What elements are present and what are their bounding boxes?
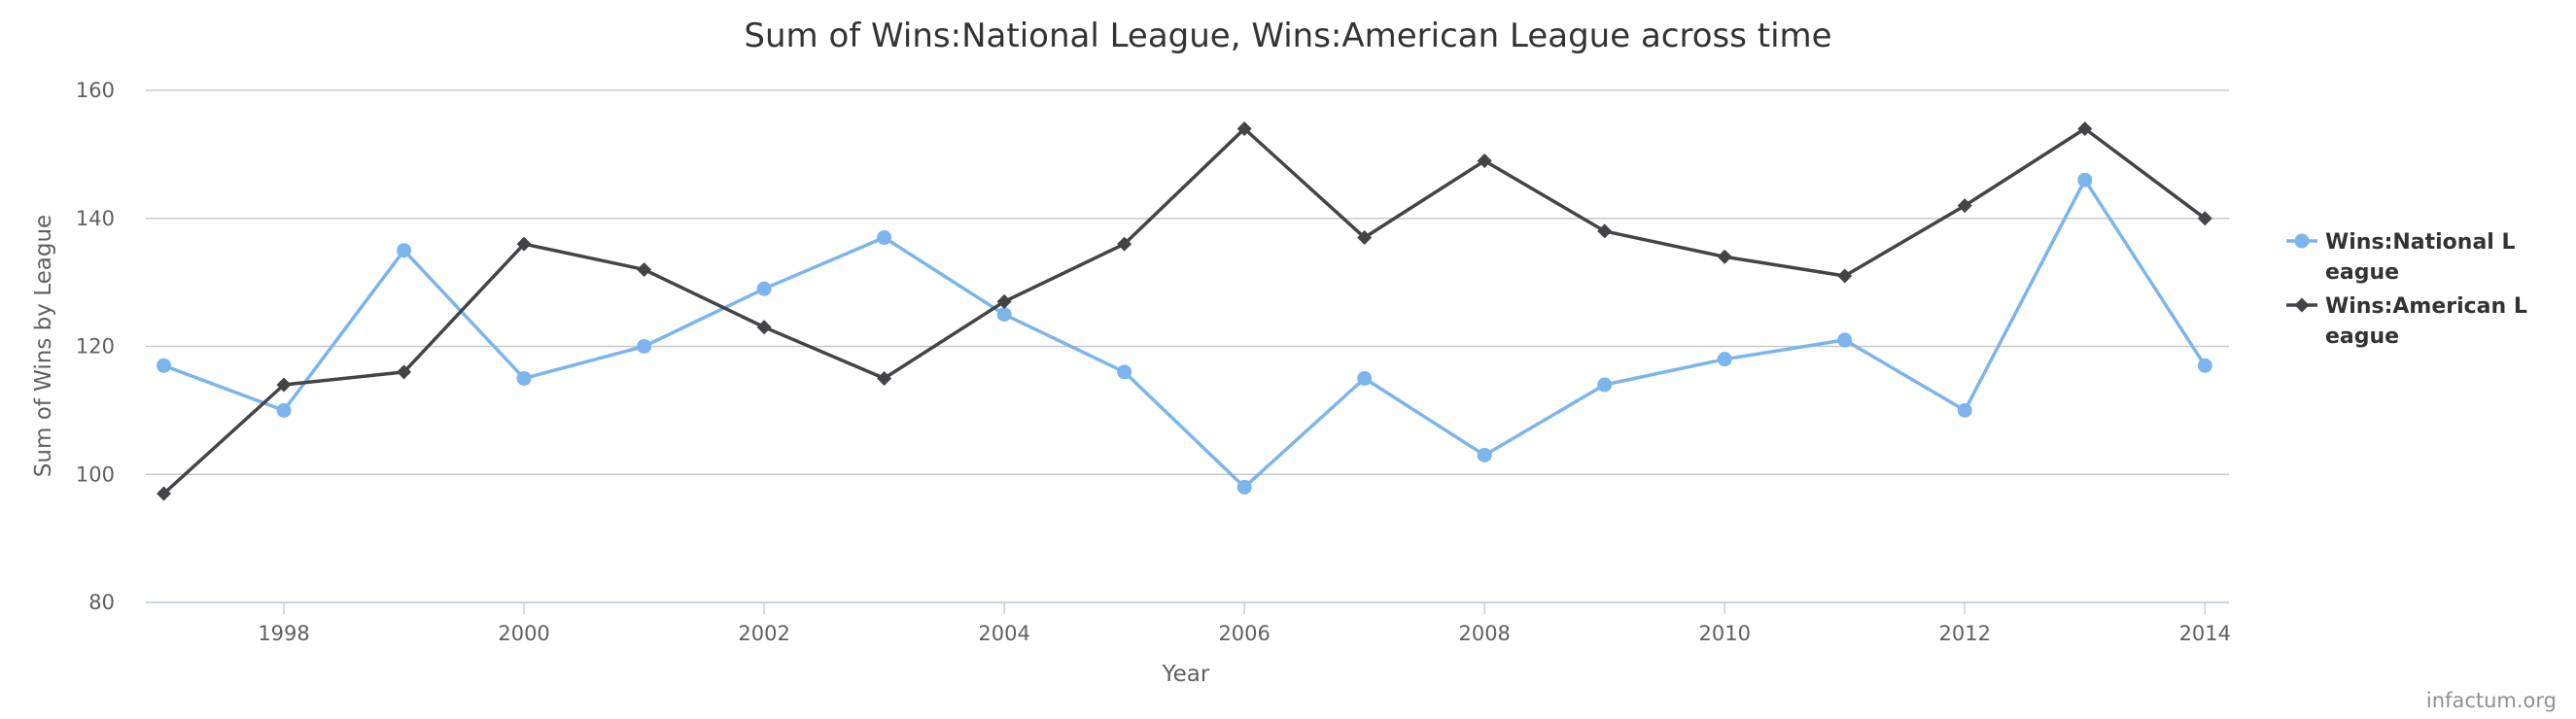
data-point[interactable] <box>756 320 772 335</box>
y-tick-label: 160 <box>76 79 115 102</box>
data-point[interactable] <box>1357 370 1373 386</box>
data-point[interactable] <box>877 230 892 246</box>
data-point[interactable] <box>2197 211 2212 226</box>
series-line-american-league <box>162 126 2207 496</box>
x-tick-label: 2008 <box>1458 622 1510 645</box>
y-tick-label: 80 <box>88 591 115 614</box>
series-national-league <box>157 172 2212 495</box>
data-point[interactable] <box>877 370 892 386</box>
grid-lines <box>146 89 2229 603</box>
credit-text[interactable]: infactum.org <box>2426 689 2557 712</box>
data-point[interactable] <box>1477 153 1492 168</box>
data-point[interactable] <box>637 339 652 354</box>
data-point[interactable] <box>397 243 412 258</box>
legend-label: Wins:National L <box>2325 230 2516 255</box>
x-tick-label: 2014 <box>2179 622 2231 645</box>
legend-item-national-league[interactable]: Wins:National L eague <box>2286 230 2516 285</box>
data-point[interactable] <box>1597 223 1613 239</box>
x-tick-label: 2010 <box>1699 622 1751 645</box>
data-point[interactable] <box>157 486 172 501</box>
data-point[interactable] <box>756 281 772 296</box>
y-tick-label: 140 <box>76 207 115 230</box>
legend-marker-circle-icon <box>2294 233 2310 249</box>
data-point[interactable] <box>516 370 532 386</box>
series-line-national-league <box>162 178 2207 490</box>
x-axis-ticks: 1998 2000 2002 2004 2006 2008 2010 2012 2014 <box>258 602 2231 645</box>
data-point[interactable] <box>1236 121 1252 137</box>
series-american-league <box>157 121 2212 501</box>
data-point[interactable] <box>2077 121 2093 137</box>
legend-label: Wins:American L <box>2325 294 2527 319</box>
data-point[interactable] <box>1837 268 1853 284</box>
data-point[interactable] <box>1957 198 1972 214</box>
data-point[interactable] <box>1717 249 1732 264</box>
x-tick-label: 2004 <box>978 622 1029 645</box>
chart-title: Sum of Wins:National League, Wins:Americ… <box>744 17 1831 55</box>
data-point[interactable] <box>996 293 1012 309</box>
series-group <box>157 121 2212 501</box>
data-point[interactable] <box>1837 332 1853 348</box>
x-tick-label: 2002 <box>738 622 789 645</box>
data-point[interactable] <box>276 377 292 393</box>
data-point[interactable] <box>1717 352 1732 367</box>
x-axis-title: Year <box>1162 662 1210 687</box>
legend-label: eague <box>2325 260 2399 285</box>
data-point[interactable] <box>2077 172 2093 188</box>
legend-label: eague <box>2325 325 2399 349</box>
data-point[interactable] <box>1597 377 1613 393</box>
x-tick-label: 1998 <box>258 622 309 645</box>
data-point[interactable] <box>1477 447 1492 462</box>
legend-marker-diamond-icon <box>2294 297 2310 313</box>
y-axis-title: Sum of Wins by League <box>31 215 56 477</box>
x-tick-label: 2006 <box>1218 622 1270 645</box>
y-tick-label: 100 <box>76 462 115 486</box>
y-tick-label: 120 <box>76 335 115 359</box>
data-point[interactable] <box>1236 479 1252 495</box>
data-point[interactable] <box>397 364 412 380</box>
data-point[interactable] <box>1117 364 1132 380</box>
data-point[interactable] <box>1357 230 1373 246</box>
data-point[interactable] <box>637 261 652 277</box>
data-point[interactable] <box>2197 358 2212 373</box>
y-axis-ticks: 80 100 120 140 160 <box>76 79 115 614</box>
legend: Wins:National L eague Wins:American L eague <box>2286 230 2527 349</box>
data-point[interactable] <box>516 236 532 252</box>
legend-item-american-league[interactable]: Wins:American L eague <box>2286 294 2527 349</box>
data-point[interactable] <box>1957 402 1972 418</box>
data-point[interactable] <box>276 402 292 418</box>
data-point[interactable] <box>1117 236 1132 252</box>
x-tick-label: 2000 <box>498 622 549 645</box>
data-point[interactable] <box>157 358 172 373</box>
data-point[interactable] <box>996 307 1012 323</box>
x-tick-label: 2012 <box>1939 622 1991 645</box>
